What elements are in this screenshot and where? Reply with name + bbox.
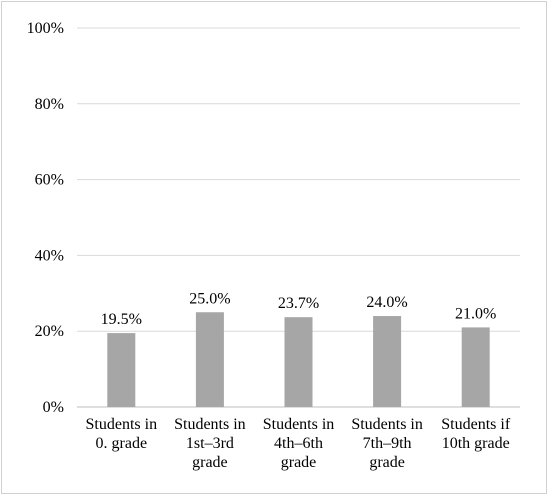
bar [461, 327, 490, 407]
data-label: 25.0% [189, 290, 230, 307]
category-label-line: grade [192, 454, 228, 471]
category-label-line: 7th–9th [363, 435, 412, 452]
category-label-line: Students in [263, 416, 335, 433]
data-labels: 19.5% 25.0% 23.7% 24.0% 21.0% [101, 290, 497, 328]
x-axis-labels: Students in 0. grade Students in 1st–3rd gra… [86, 416, 511, 471]
bar [373, 316, 402, 407]
bar [284, 317, 313, 407]
y-tick-label: 0% [43, 399, 64, 416]
bar [195, 312, 224, 407]
category-label-line: 0. grade [96, 435, 148, 452]
category-label-line: Students in [86, 416, 158, 433]
y-tick-label: 100% [27, 20, 64, 37]
data-label: 24.0% [366, 294, 407, 311]
data-label: 23.7% [278, 295, 319, 312]
category-label: Students in 1st–3rd grade [174, 416, 246, 471]
category-label: Students if 10th grade [441, 416, 511, 452]
category-label-line: Students in [351, 416, 423, 433]
y-axis-ticks: 0% 20% 40% 60% 80% 100% [27, 20, 64, 416]
category-label-line: 4th–6th [274, 435, 323, 452]
gridlines [77, 27, 520, 408]
category-label: Students in 4th–6th grade [263, 416, 335, 471]
bar [107, 333, 136, 407]
category-label: Students in 0. grade [86, 416, 158, 452]
y-tick-label: 60% [35, 172, 64, 189]
category-label-line: 10th grade [442, 435, 510, 452]
category-label: Students in 7th–9th grade [351, 416, 423, 471]
y-tick-label: 20% [35, 323, 64, 340]
data-label: 19.5% [101, 311, 142, 328]
bars [107, 312, 490, 407]
data-label: 21.0% [455, 305, 496, 322]
y-tick-label: 40% [35, 247, 64, 264]
category-label-line: grade [281, 454, 317, 471]
y-tick-label: 80% [35, 96, 64, 113]
category-label-line: 1st–3rd [186, 435, 234, 452]
category-label-line: grade [369, 454, 405, 471]
category-label-line: Students in [174, 416, 246, 433]
category-label-line: Students if [441, 416, 511, 433]
